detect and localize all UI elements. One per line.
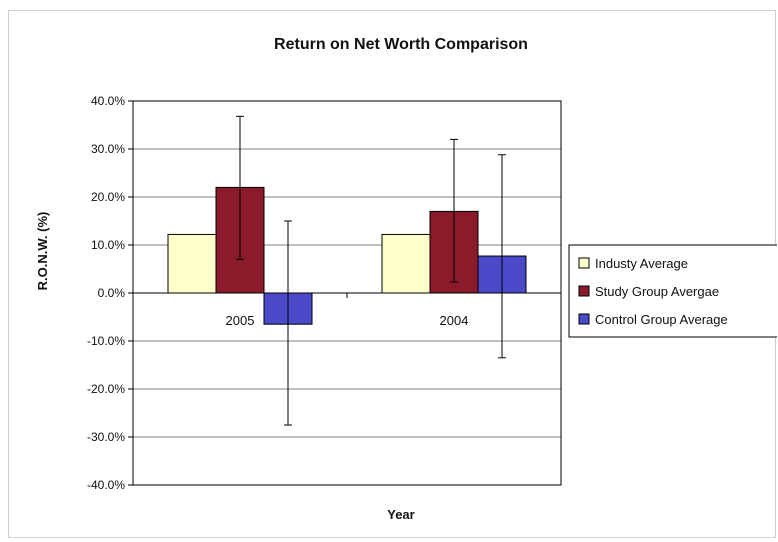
legend-label: Study Group Avergae [595, 284, 719, 299]
chart-title: Return on Net Worth Comparison [274, 36, 528, 53]
y-tick-label: 0.0% [98, 286, 126, 300]
x-axis-title: Year [387, 507, 414, 522]
y-tick-label: -20.0% [87, 382, 125, 396]
legend-swatch [578, 313, 590, 325]
y-tick-label: 10.0% [91, 238, 125, 252]
error-bars [236, 115, 506, 426]
y-tick-label: 20.0% [91, 190, 125, 204]
bars [167, 186, 527, 325]
y-axis-title: R.O.N.W. (%) [35, 212, 50, 291]
legend-label: Control Group Average [595, 312, 728, 327]
y-tick-label: -40.0% [87, 478, 125, 492]
bar [381, 233, 431, 294]
y-tick-label: -10.0% [87, 334, 125, 348]
y-tick-label: 30.0% [91, 142, 125, 156]
legend-swatch [578, 257, 590, 269]
bar-chart: Return on Net Worth Comparison 40.0% 30.0… [35, 36, 777, 522]
y-tick-label: 40.0% [91, 94, 125, 108]
y-tick-labels: 40.0% 30.0% 20.0% 10.0% 0.0% -10.0% -20.0% -30.… [87, 94, 125, 492]
category-label: 2005 [226, 313, 255, 328]
legend: Industy Average Study Group Avergae Contro… [568, 244, 777, 338]
category-label: 2004 [440, 313, 469, 328]
chart-frame: Return on Net Worth Comparison 40.0% 30.0… [8, 10, 777, 538]
y-tick-label: -30.0% [87, 430, 125, 444]
legend-swatch [578, 285, 590, 297]
legend-box [568, 244, 777, 338]
legend-label: Industy Average [595, 256, 688, 271]
bar [167, 233, 217, 294]
category-labels: 2005 2004 [226, 313, 469, 328]
